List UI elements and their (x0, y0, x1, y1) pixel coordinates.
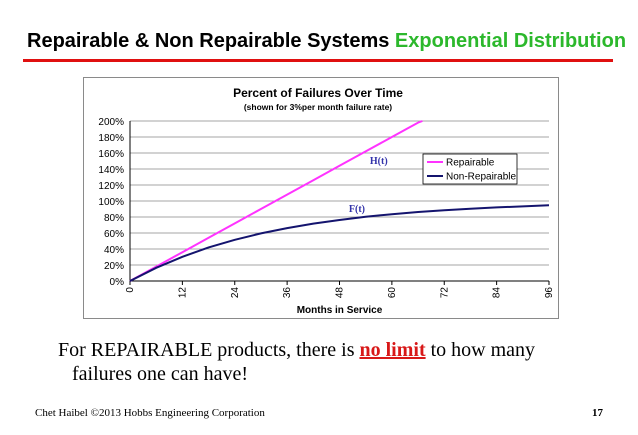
body-text-part1: For REPAIRABLE products, there is (58, 339, 360, 361)
footer-credit: Chet Haibel ©2013 Hobbs Engineering Corp… (35, 407, 265, 419)
x-tick-label: 60 (387, 287, 398, 299)
chart: Percent of Failures Over Time (shown for … (98, 86, 555, 316)
x-tick-label: 84 (492, 287, 503, 299)
y-tick-label: 20% (104, 261, 124, 272)
x-tick-label: 72 (439, 287, 450, 299)
chart-subtitle: (shown for 3%per month failure rate) (244, 102, 392, 112)
x-tick-label: 0 (125, 287, 136, 293)
body-text: For REPAIRABLE products, there is no lim… (58, 338, 578, 386)
slide-title: Repairable & Non Repairable Systems Expo… (27, 30, 626, 53)
series-line-non-repairable (129, 204, 550, 282)
legend-label: Repairable (446, 158, 495, 169)
title-rule (23, 59, 613, 62)
series-line-repairable (129, 120, 423, 282)
y-tick-label: 80% (104, 213, 124, 224)
body-text-part2: to how many (425, 339, 536, 361)
slide-title-accent: Exponential Distribution (394, 30, 627, 52)
curve-annotation: F(t) (349, 204, 365, 215)
y-tick-label: 180% (98, 133, 124, 144)
body-text-highlight: no limit (359, 339, 426, 361)
page-number: 17 (592, 407, 603, 419)
legend-label: Non-Repairable (446, 172, 516, 183)
y-tick-label: 0% (110, 277, 125, 288)
y-tick-label: 140% (98, 165, 124, 176)
chart-title: Percent of Failures Over Time (233, 86, 403, 100)
x-tick-label: 96 (544, 287, 555, 299)
y-tick-label: 60% (104, 229, 124, 240)
legend-box (422, 153, 518, 185)
slide-title-main: Repairable & Non Repairable Systems (27, 30, 390, 52)
x-tick-label: 48 (335, 287, 346, 299)
x-tick-label: 36 (282, 287, 293, 299)
y-tick-label: 40% (104, 245, 124, 256)
x-tick-label: 24 (230, 287, 241, 299)
curve-annotation: H(t) (370, 156, 388, 167)
body-text-line2: failures one can have! (72, 363, 249, 385)
x-axis-label: Months in Service (297, 305, 383, 316)
y-tick-label: 160% (98, 149, 124, 160)
y-tick-label: 120% (98, 181, 124, 192)
y-tick-label: 100% (98, 197, 124, 208)
y-tick-label: 200% (98, 117, 124, 128)
chart-frame: Percent of Failures Over Time (shown for … (83, 77, 559, 319)
x-tick-label: 12 (177, 287, 188, 299)
